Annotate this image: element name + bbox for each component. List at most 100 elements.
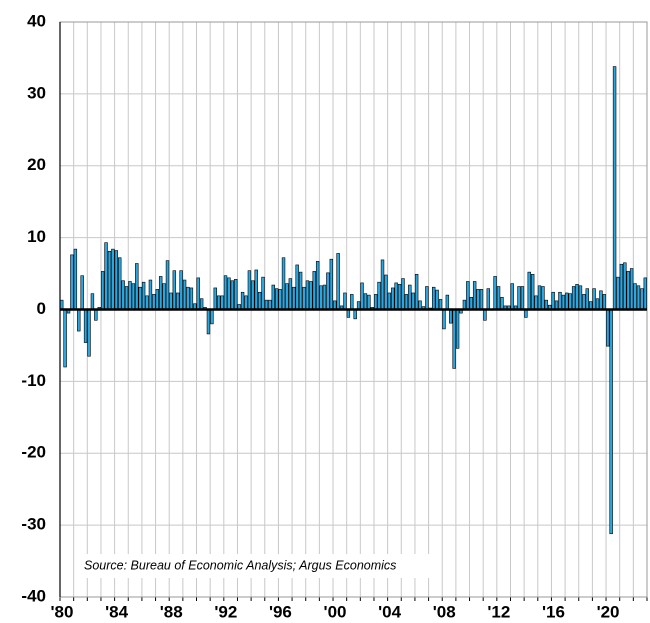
bar [387, 292, 392, 310]
bar [309, 281, 313, 310]
bar [278, 289, 282, 310]
bar [367, 294, 371, 310]
bar [234, 279, 238, 310]
bar [636, 285, 641, 310]
y-tick-label: 20 [27, 155, 46, 174]
bar [517, 286, 521, 310]
x-tick-label: '96 [269, 602, 292, 621]
bar [544, 299, 549, 310]
bar [336, 253, 340, 310]
bar [377, 281, 381, 310]
bar [571, 286, 576, 310]
bar [333, 300, 337, 310]
bar [619, 263, 624, 310]
bar [360, 282, 364, 310]
bar [322, 284, 327, 310]
bar [176, 292, 180, 310]
bar [629, 268, 634, 310]
bar [585, 288, 589, 310]
bar [240, 291, 245, 310]
bar [131, 283, 136, 310]
bar [616, 276, 620, 310]
bar [196, 277, 200, 310]
bar [83, 309, 88, 343]
bar [561, 294, 566, 310]
bar [220, 295, 224, 310]
bar [59, 299, 64, 310]
bar [148, 279, 153, 310]
bar [141, 281, 146, 310]
bar [425, 286, 429, 310]
bar [118, 257, 122, 310]
bar [527, 271, 531, 310]
bar [551, 291, 555, 310]
bar [315, 261, 320, 310]
bar [295, 264, 299, 310]
bar [442, 309, 446, 330]
bar [326, 272, 330, 310]
x-tick-label: '04 [378, 602, 401, 621]
bar [568, 293, 572, 310]
bar [213, 287, 217, 310]
bar [578, 285, 583, 310]
x-tick-label: '00 [324, 602, 347, 621]
bar [254, 269, 258, 310]
bar [493, 276, 497, 310]
bar [472, 281, 477, 310]
bar [435, 289, 439, 310]
bar [329, 258, 334, 310]
bar [319, 285, 323, 310]
bar [431, 286, 436, 310]
bar [537, 285, 542, 310]
bar [609, 309, 613, 535]
bar [466, 281, 470, 310]
x-tick-label: '20 [597, 602, 620, 621]
bar [565, 292, 569, 310]
bar [510, 283, 514, 310]
y-tick-label: -40 [21, 586, 46, 605]
bar [271, 284, 276, 310]
y-tick-label: -10 [21, 371, 46, 390]
bar [169, 292, 173, 310]
bar [261, 276, 265, 310]
bar [476, 289, 480, 310]
bar [268, 299, 272, 310]
bar [281, 257, 286, 310]
bar [172, 270, 177, 310]
bar [452, 309, 456, 369]
bar [384, 274, 388, 310]
bar [575, 284, 579, 310]
bar [145, 295, 149, 310]
bar [599, 290, 603, 310]
bar [288, 278, 293, 310]
bar [411, 292, 415, 310]
bar [63, 309, 67, 368]
bar [206, 309, 211, 335]
bar [124, 286, 129, 310]
bar [121, 280, 125, 310]
bar [462, 299, 467, 310]
bar [298, 271, 303, 310]
bar [606, 309, 610, 347]
y-tick-label: -30 [21, 515, 46, 534]
bar [626, 271, 630, 310]
bar [305, 280, 310, 310]
bar [80, 275, 84, 310]
bar [158, 276, 163, 310]
bar [602, 294, 607, 310]
x-tick-label: '16 [542, 602, 565, 621]
bar [104, 242, 108, 310]
bar [94, 309, 98, 321]
bar [70, 254, 74, 310]
bar [449, 309, 453, 324]
bar [582, 294, 586, 310]
bar [111, 248, 115, 310]
bar [189, 287, 194, 310]
annotation-box [78, 554, 440, 578]
bar [87, 309, 91, 357]
bar [138, 286, 142, 310]
bar [100, 271, 105, 310]
y-tick-label: 0 [37, 299, 46, 318]
